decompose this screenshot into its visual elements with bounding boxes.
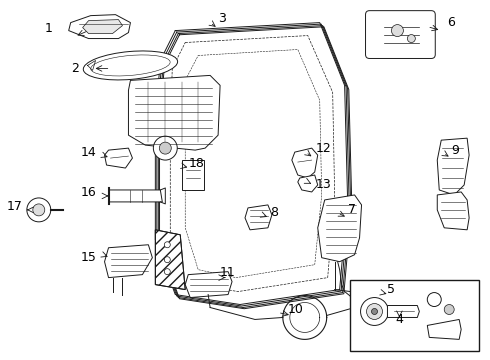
Polygon shape: [155, 230, 185, 289]
Text: 4: 4: [395, 313, 403, 326]
Polygon shape: [298, 175, 318, 192]
Circle shape: [33, 204, 45, 216]
Circle shape: [164, 257, 171, 263]
Text: 13: 13: [316, 179, 331, 192]
Circle shape: [164, 269, 171, 275]
Text: 11: 11: [220, 266, 236, 279]
Bar: [349, 280, 479, 351]
Text: 6: 6: [447, 16, 455, 29]
Polygon shape: [318, 195, 362, 262]
Circle shape: [407, 35, 416, 42]
Circle shape: [427, 293, 441, 306]
Circle shape: [164, 242, 171, 248]
Text: 14: 14: [81, 145, 97, 159]
Ellipse shape: [83, 51, 177, 80]
Text: 2: 2: [71, 62, 78, 75]
Text: 18: 18: [188, 157, 204, 170]
Text: 1: 1: [45, 22, 53, 35]
Polygon shape: [388, 306, 419, 318]
Polygon shape: [108, 190, 162, 202]
Polygon shape: [128, 75, 220, 150]
Polygon shape: [245, 205, 272, 230]
Circle shape: [361, 298, 389, 325]
Polygon shape: [69, 15, 130, 39]
Text: 17: 17: [7, 201, 23, 213]
Polygon shape: [292, 148, 318, 178]
Text: 12: 12: [316, 141, 331, 155]
Polygon shape: [104, 245, 152, 278]
Circle shape: [371, 309, 377, 315]
Circle shape: [416, 291, 426, 301]
Polygon shape: [427, 319, 461, 339]
Text: 7: 7: [347, 203, 356, 216]
Circle shape: [367, 303, 383, 319]
Text: 10: 10: [288, 303, 304, 316]
Circle shape: [159, 142, 171, 154]
Polygon shape: [437, 192, 469, 230]
Text: 3: 3: [218, 12, 226, 25]
Text: 8: 8: [270, 206, 278, 219]
Text: 9: 9: [451, 144, 459, 157]
Text: 15: 15: [81, 251, 97, 264]
FancyBboxPatch shape: [366, 11, 435, 58]
Text: 5: 5: [388, 283, 395, 296]
Circle shape: [392, 24, 403, 37]
Polygon shape: [83, 20, 122, 33]
Polygon shape: [437, 138, 469, 195]
Bar: [182, 160, 204, 190]
Circle shape: [444, 305, 454, 315]
Circle shape: [27, 198, 51, 222]
Polygon shape: [104, 148, 132, 168]
Text: 16: 16: [81, 186, 97, 199]
Ellipse shape: [91, 55, 170, 76]
Circle shape: [153, 136, 177, 160]
Polygon shape: [185, 272, 232, 298]
